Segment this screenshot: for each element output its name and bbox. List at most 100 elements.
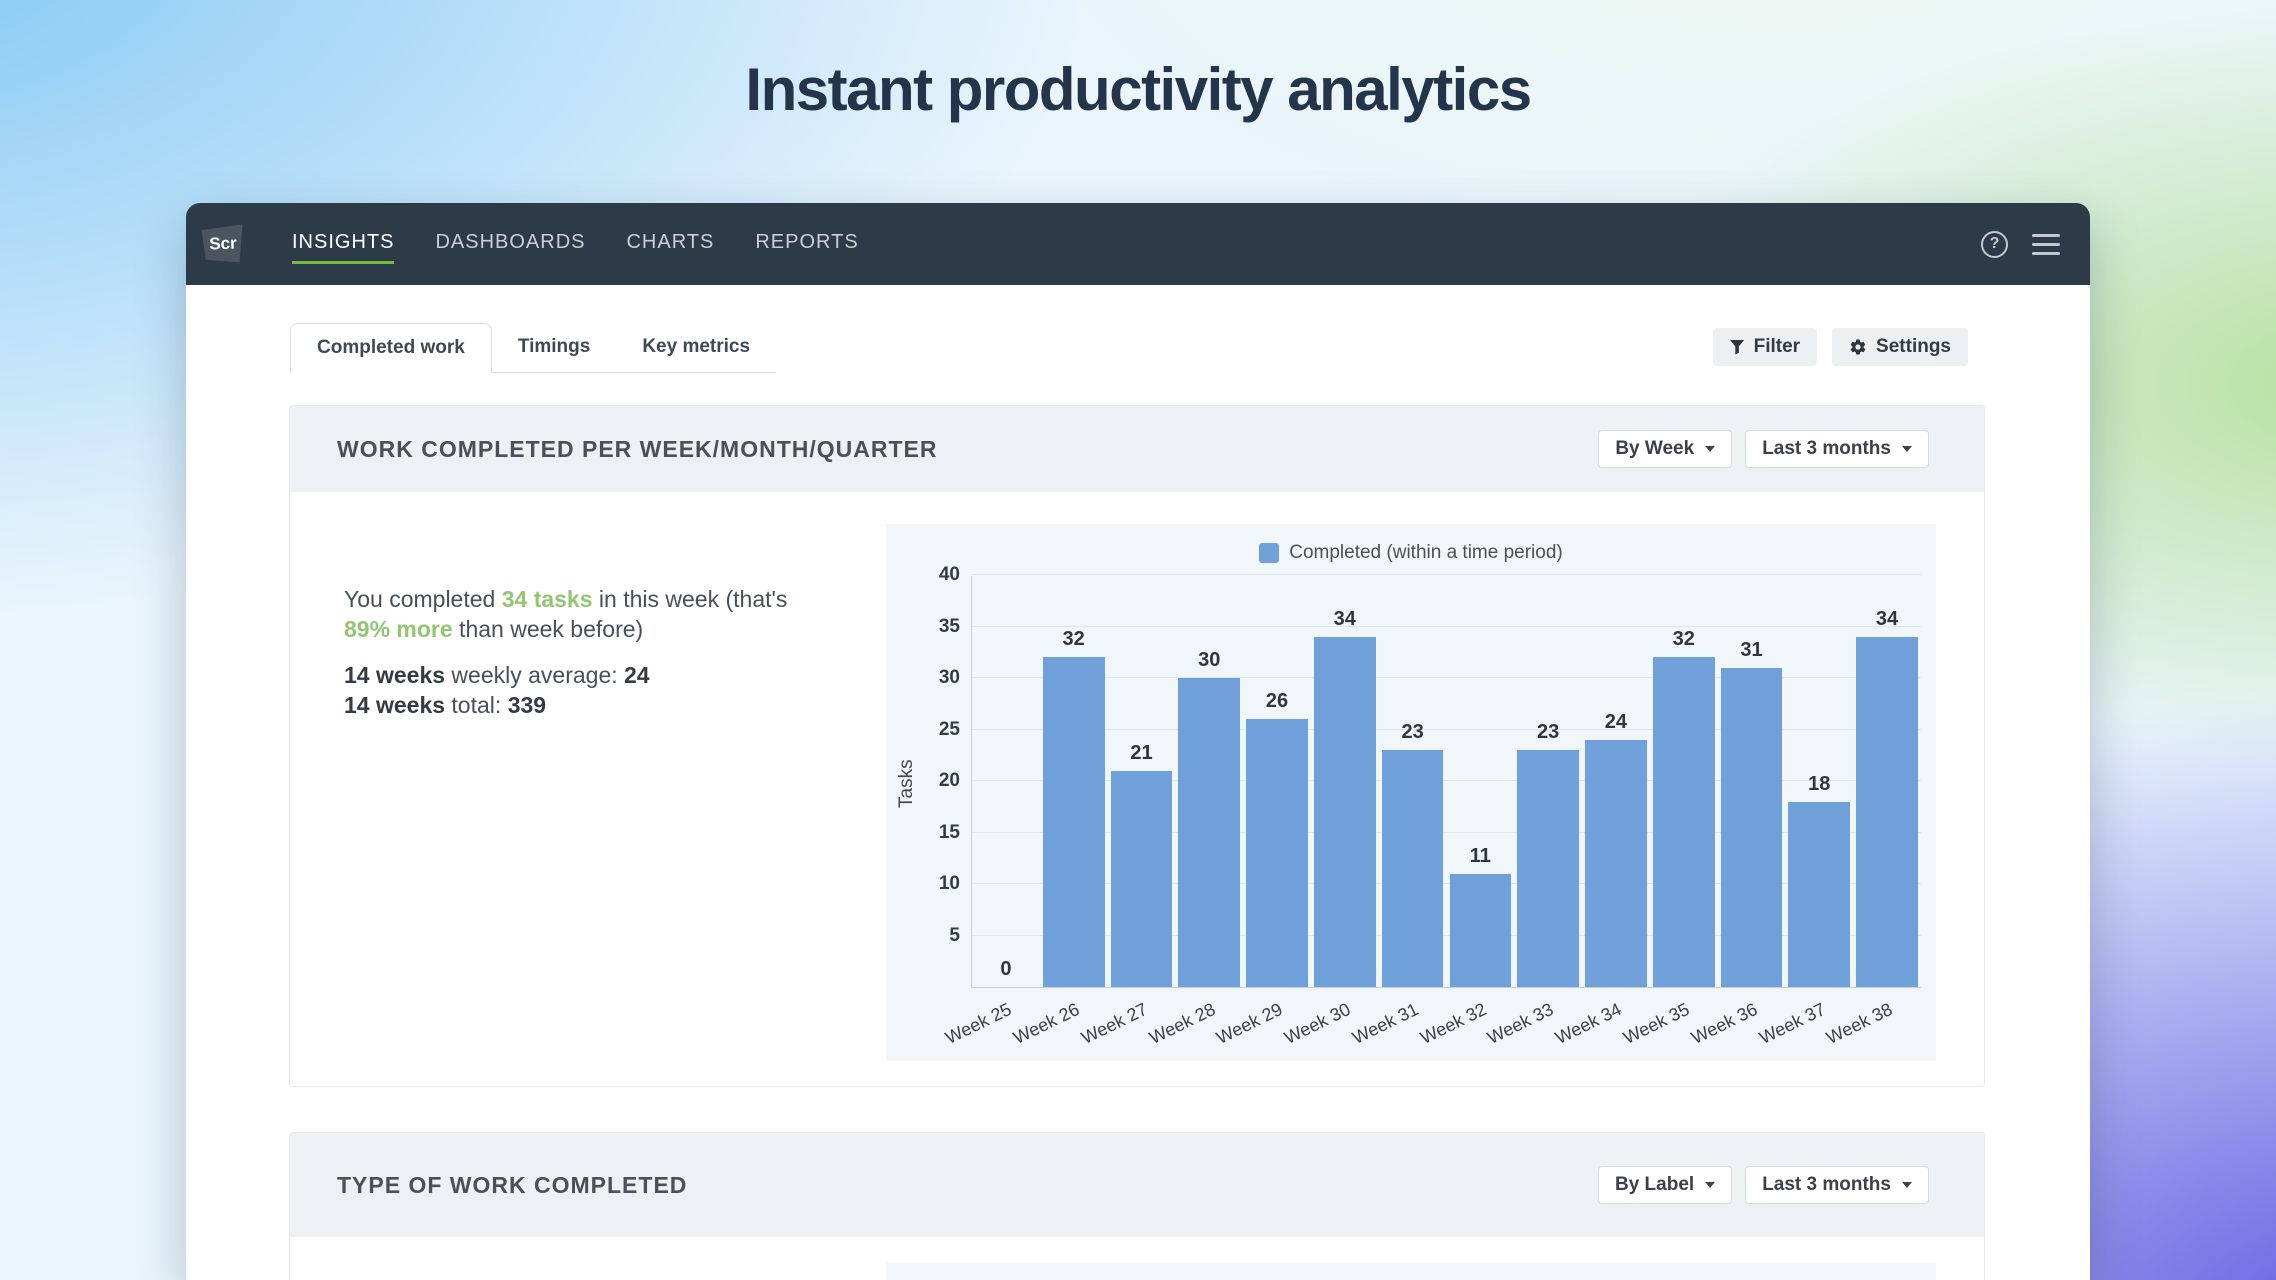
chevron-down-icon xyxy=(1902,446,1912,452)
completed-work-card-body: You completed 34 tasks in this week (tha… xyxy=(290,492,1984,1086)
toolbar-actions: Filter Settings xyxy=(1712,328,1968,366)
y-tick-25: 25 xyxy=(938,718,960,740)
bar-week-33[interactable] xyxy=(1517,750,1579,987)
bar-week-29[interactable] xyxy=(1246,719,1308,987)
bar-slot-week-29: 26 Week 29 xyxy=(1213,576,1311,1048)
y-tick-30: 30 xyxy=(938,667,960,688)
weekly-stats: 14 weeks weekly average: 24 14 weeks tot… xyxy=(344,660,650,720)
weekly-bar-chart: Completed (within a time period) Tasks 5… xyxy=(886,524,1936,1061)
bar-value-label: 18 xyxy=(1808,772,1831,795)
completed-work-card-controls: By Week Last 3 months xyxy=(1598,430,1929,468)
filter-icon xyxy=(1729,339,1745,355)
bar-week-37[interactable] xyxy=(1788,801,1851,987)
gridline-35 xyxy=(972,625,1921,627)
navbar-right: ? xyxy=(1981,230,2060,258)
app-window: Scr INSIGHTS DASHBOARDS CHARTS REPORTS ? Co… xyxy=(186,203,2090,1280)
bar-week-30[interactable] xyxy=(1313,636,1376,987)
type-of-work-card-body xyxy=(290,1237,1984,1280)
main-navigation: INSIGHTS DASHBOARDS CHARTS REPORTS xyxy=(292,225,859,264)
top-navbar: Scr INSIGHTS DASHBOARDS CHARTS REPORTS ? xyxy=(186,203,2090,285)
bar-value-label: 24 xyxy=(1604,710,1628,733)
bar-slot-week-25: 0 Week 25 xyxy=(942,576,1040,1048)
stat-weekly-average: 14 weeks weekly average: 24 xyxy=(344,662,650,688)
bar-value-label: 26 xyxy=(1265,690,1289,713)
bar-week-26[interactable] xyxy=(1042,657,1105,987)
tab-completed-work[interactable]: Completed work xyxy=(290,323,492,373)
type-of-work-card-controls: By Label Last 3 months xyxy=(1597,1166,1929,1204)
chevron-down-icon xyxy=(1705,446,1716,452)
bar-week-28[interactable] xyxy=(1178,678,1241,987)
bar-value-label: 34 xyxy=(1875,607,1899,630)
settings-button-label: Settings xyxy=(1876,336,1951,357)
y-tick-15: 15 xyxy=(938,821,960,843)
bar-value-label: 21 xyxy=(1130,741,1153,764)
filter-button[interactable]: Filter xyxy=(1712,328,1818,366)
y-tick-35: 35 xyxy=(938,615,960,637)
group-by-value: By Week xyxy=(1615,438,1695,459)
period-dropdown[interactable]: Last 3 months xyxy=(1745,430,1929,468)
content-area: Completed work Timings Key metrics Filter … xyxy=(186,285,2090,1280)
bar-slot-week-30: 34 Week 30 xyxy=(1281,576,1379,1048)
bar-value-label: 23 xyxy=(1537,721,1560,744)
gear-icon xyxy=(1850,339,1866,355)
bar-slot-week-34: 24 Week 34 xyxy=(1552,576,1650,1048)
gridline-5 xyxy=(972,934,1921,936)
nav-item-insights[interactable]: INSIGHTS xyxy=(292,225,395,264)
legend-swatch xyxy=(1259,543,1280,563)
group-by-dropdown[interactable]: By Week xyxy=(1598,430,1733,468)
nav-item-reports[interactable]: REPORTS xyxy=(755,230,859,253)
bar-week-35[interactable] xyxy=(1652,657,1715,987)
period-dropdown-2[interactable]: Last 3 months xyxy=(1745,1166,1929,1204)
help-icon[interactable]: ? xyxy=(1981,230,2008,258)
bar-value-label: 23 xyxy=(1401,721,1424,744)
x-axis-label: Week 38 xyxy=(1823,999,1896,1048)
gridline-10 xyxy=(972,883,1921,884)
app-logo[interactable]: Scr xyxy=(201,224,244,263)
group-by-label-dropdown[interactable]: By Label xyxy=(1597,1166,1733,1204)
type-of-work-card-header: TYPE OF WORK COMPLETED By Label Last 3 m… xyxy=(290,1133,1984,1237)
completed-work-card-title: WORK COMPLETED PER WEEK/MONTH/QUARTER xyxy=(337,435,938,462)
bar-value-label: 31 xyxy=(1740,638,1763,661)
bar-slot-week-31: 23 Week 31 xyxy=(1349,576,1447,1048)
bar-week-38[interactable] xyxy=(1856,636,1918,987)
bar-slot-week-32: 11 Week 32 xyxy=(1417,576,1514,1048)
bar-slot-week-27: 21 Week 27 xyxy=(1078,576,1176,1048)
nav-item-dashboards[interactable]: DASHBOARDS xyxy=(435,230,586,253)
y-tick-10: 10 xyxy=(938,873,960,894)
chevron-down-icon xyxy=(1705,1182,1716,1188)
type-of-work-card-title: TYPE OF WORK COMPLETED xyxy=(337,1171,688,1198)
settings-button[interactable]: Settings xyxy=(1832,328,1968,366)
type-chart-placeholder xyxy=(886,1263,1936,1280)
gridline-40 xyxy=(972,574,1921,575)
bar-week-32[interactable] xyxy=(1449,873,1512,987)
bar-slot-week-26: 32 Week 26 xyxy=(1010,576,1108,1048)
bar-slot-week-35: 32 Week 35 xyxy=(1620,576,1718,1048)
bar-week-34[interactable] xyxy=(1585,739,1647,987)
change-highlight: 89% more xyxy=(344,616,453,642)
tab-key-metrics[interactable]: Key metrics xyxy=(642,336,751,357)
bar-week-27[interactable] xyxy=(1110,770,1173,987)
y-tick-20: 20 xyxy=(938,770,960,791)
weekly-summary-text: You completed 34 tasks in this week (tha… xyxy=(344,586,788,642)
y-tick-5: 5 xyxy=(949,924,960,946)
bar-week-36[interactable] xyxy=(1720,667,1783,987)
bar-week-31[interactable] xyxy=(1381,750,1444,987)
bar-value-label: 0 xyxy=(1000,958,1012,980)
completed-work-card-header: WORK COMPLETED PER WEEK/MONTH/QUARTER By… xyxy=(290,406,1984,492)
bar-slot-week-28: 30 Week 28 xyxy=(1146,576,1243,1048)
bar-value-label: 32 xyxy=(1672,628,1695,651)
bar-slot-week-33: 23 Week 33 xyxy=(1485,576,1582,1048)
bar-value-label: 11 xyxy=(1469,844,1491,867)
menu-icon[interactable] xyxy=(2032,233,2060,255)
tab-timings[interactable]: Timings xyxy=(517,336,591,357)
report-tabs: Completed work Timings Key metrics xyxy=(290,322,777,373)
bar-value-label: 30 xyxy=(1198,649,1221,671)
group-by-label-value: By Label xyxy=(1614,1174,1695,1195)
tasks-highlight: 34 tasks xyxy=(501,586,593,612)
chart-legend: Completed (within a time period) xyxy=(886,542,1936,564)
nav-item-charts[interactable]: CHARTS xyxy=(626,230,715,253)
gridline-15 xyxy=(972,831,1921,833)
bar-value-label: 34 xyxy=(1333,607,1356,630)
bar-slot-week-37: 18 Week 37 xyxy=(1756,576,1853,1048)
bar-slot-week-38: 34 Week 38 xyxy=(1823,576,1921,1048)
